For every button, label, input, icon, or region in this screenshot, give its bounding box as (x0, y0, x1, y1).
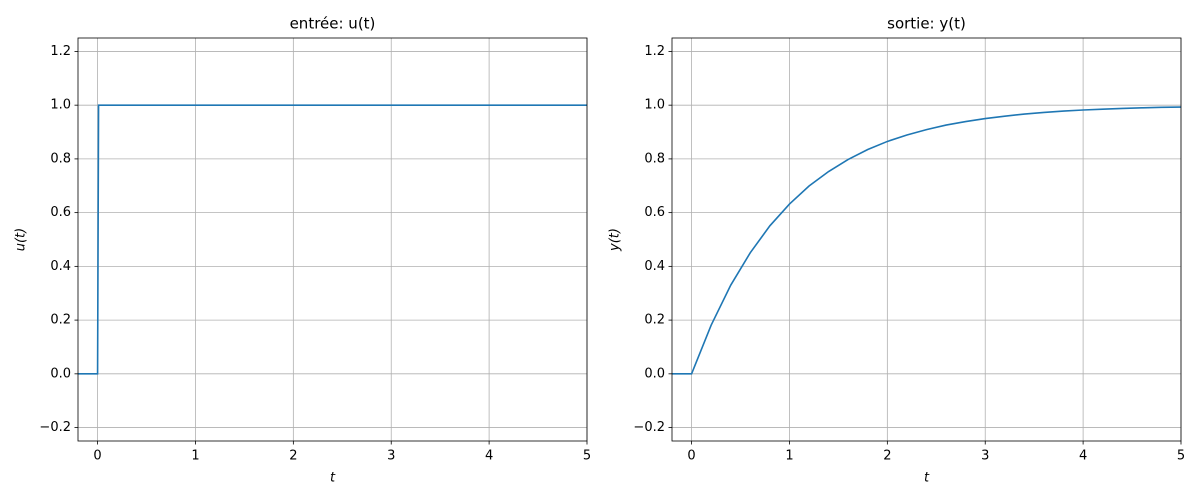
axes-frame (77, 37, 588, 442)
x-tick-label: 5 (1177, 449, 1185, 464)
data-line (78, 104, 587, 375)
data-line (672, 106, 1182, 375)
y-tick-label: 0.0 (50, 366, 71, 381)
x-tick-label: 1 (785, 449, 793, 464)
y-tick-label: 0.8 (50, 151, 71, 166)
y-tick-label: −0.2 (633, 420, 665, 435)
y-tick-label: 0.4 (644, 259, 665, 274)
y-tick-label: 1.2 (50, 44, 71, 59)
y-axis-label: u(t) (14, 228, 29, 251)
x-tick-label: 0 (93, 449, 101, 464)
y-tick-label: 0.2 (644, 313, 665, 328)
x-tick-label: 5 (583, 449, 591, 464)
x-tick-label: 0 (687, 449, 695, 464)
chart-title: entrée: u(t) (290, 15, 376, 33)
axes-frame (671, 37, 1182, 442)
y-tick-label: 0.4 (50, 259, 71, 274)
y-tick-label: 0.6 (644, 205, 665, 220)
y-tick-label: 0.2 (50, 313, 71, 328)
y-tick-label: 0.8 (644, 151, 665, 166)
x-tick-label: 2 (289, 449, 297, 464)
x-tick-label: 4 (485, 449, 493, 464)
x-tick-label: 2 (883, 449, 891, 464)
y-tick-label: 1.0 (644, 98, 665, 113)
y-tick-label: 1.0 (50, 98, 71, 113)
x-tick-label: 1 (191, 449, 199, 464)
y-tick-label: 1.2 (644, 44, 665, 59)
x-tick-label: 4 (1079, 449, 1087, 464)
x-axis-label: t (330, 471, 336, 486)
x-tick-label: 3 (387, 449, 395, 464)
x-axis-label: t (924, 471, 930, 486)
y-tick-label: 0.6 (50, 205, 71, 220)
chart-title: sortie: y(t) (887, 15, 966, 33)
x-tick-label: 3 (981, 449, 989, 464)
y-tick-label: −0.2 (39, 420, 71, 435)
y-axis-label: y(t) (608, 228, 623, 252)
y-tick-label: 0.0 (644, 366, 665, 381)
